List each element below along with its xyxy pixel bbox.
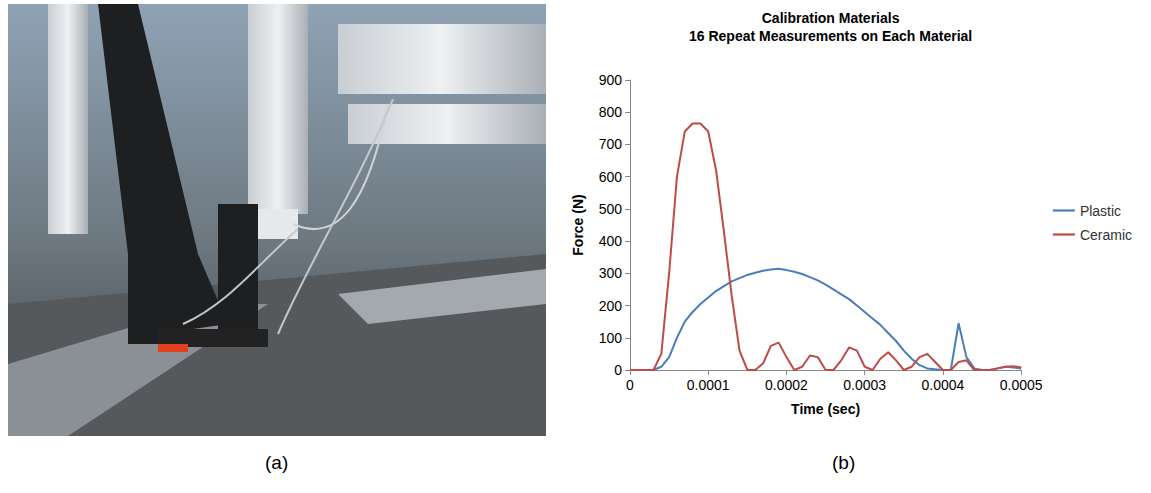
svg-text:Plastic: Plastic [1080, 203, 1121, 219]
svg-text:0.0003: 0.0003 [843, 377, 886, 393]
svg-text:100: 100 [599, 330, 623, 346]
svg-text:300: 300 [599, 265, 623, 281]
svg-text:600: 600 [599, 169, 623, 185]
svg-text:0: 0 [614, 362, 622, 378]
svg-text:200: 200 [599, 298, 623, 314]
svg-text:700: 700 [599, 136, 623, 152]
svg-text:0.0005: 0.0005 [1000, 377, 1043, 393]
html-text:(b): (b) [832, 452, 856, 473]
svg-text:0.0002: 0.0002 [765, 377, 808, 393]
svg-text:400: 400 [599, 233, 623, 249]
svg-text:800: 800 [599, 104, 623, 120]
html-text:(a): (a) [265, 452, 289, 473]
svg-text:0.0004: 0.0004 [922, 377, 965, 393]
svg-text:0: 0 [626, 377, 634, 393]
svg-text:900: 900 [599, 72, 623, 88]
svg-text:0.0001: 0.0001 [687, 377, 730, 393]
svg-text:500: 500 [599, 201, 623, 217]
svg-text:Time (sec): Time (sec) [791, 401, 860, 417]
svg-text:Calibration Materials: Calibration Materials [762, 10, 900, 26]
svg-text:16 Repeat Measurements on Each: 16 Repeat Measurements on Each Material [689, 28, 972, 44]
svg-text:Force (N): Force (N) [570, 194, 586, 255]
svg-text:Ceramic: Ceramic [1080, 227, 1132, 243]
